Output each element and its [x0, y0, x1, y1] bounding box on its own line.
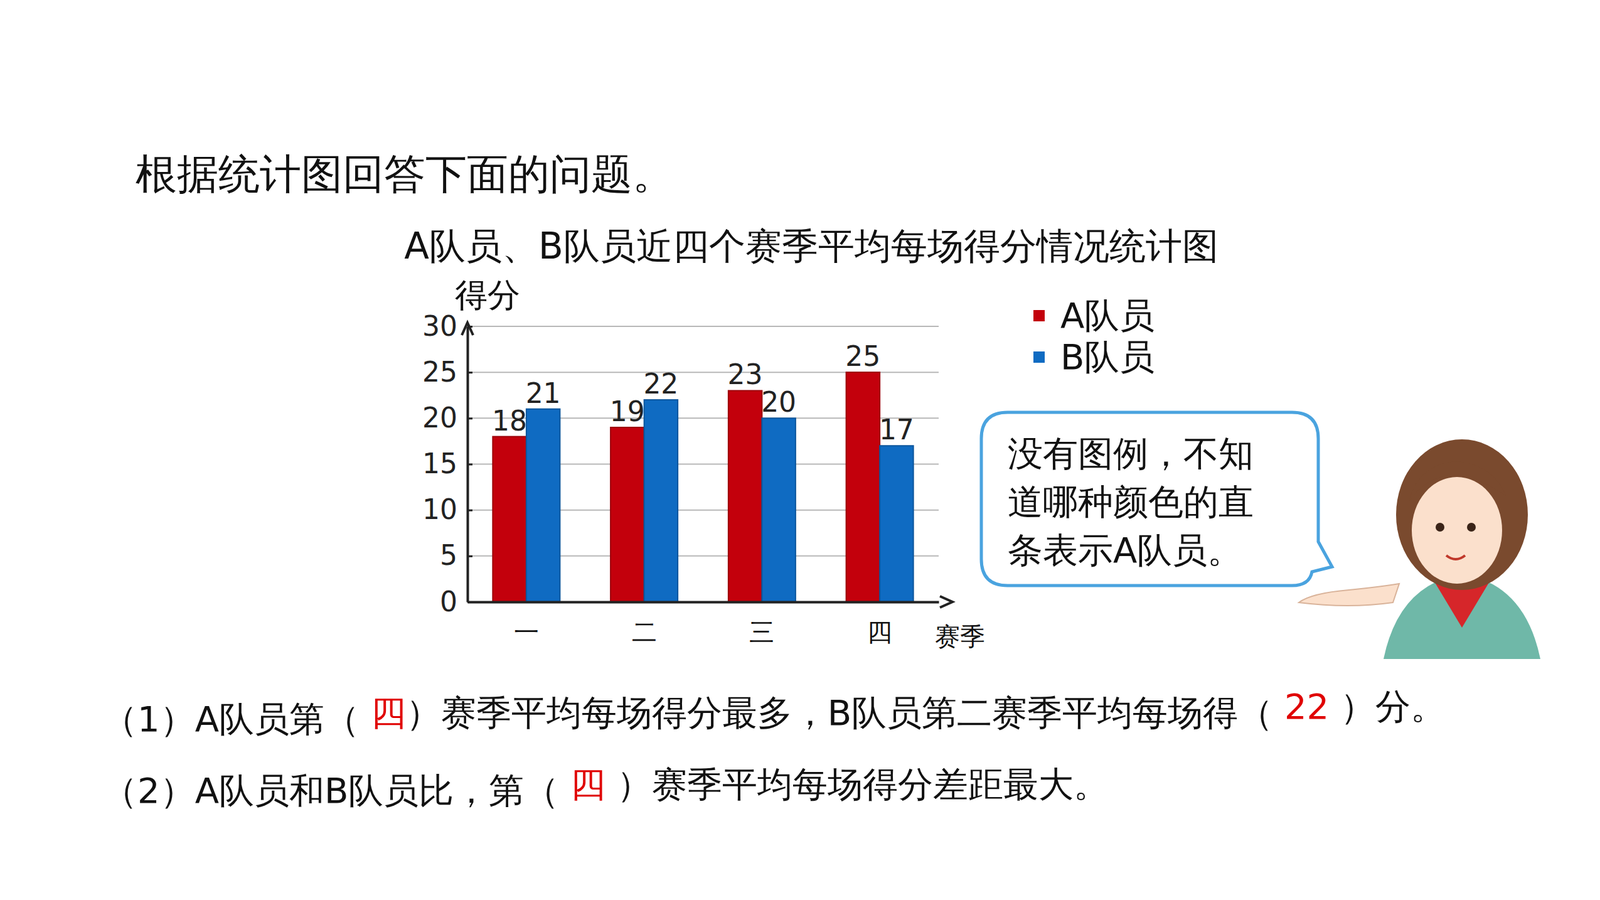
- answer: 22: [1284, 685, 1329, 727]
- tick-label: 15: [422, 447, 458, 480]
- question-text: ）分。: [1328, 685, 1446, 727]
- chart-title: A队员、B队员近四个赛季平均每场得分情况统计图: [404, 224, 1218, 268]
- data-label: 19: [609, 395, 646, 428]
- tick-mark: [467, 463, 473, 466]
- data-label: 22: [643, 367, 679, 400]
- heading: 根据统计图回答下面的问题。: [135, 149, 674, 199]
- tick-mark: [467, 555, 473, 558]
- axis-line: [468, 601, 940, 604]
- bar: [644, 399, 679, 602]
- legend: A队员B队员: [1033, 294, 1155, 378]
- y-tick: 15: [422, 447, 473, 480]
- y-axis-title: 得分: [454, 276, 521, 314]
- bar: [492, 436, 527, 602]
- tick-label: 四: [867, 617, 893, 647]
- data-label: 17: [879, 413, 915, 446]
- question: （1）A队员第（ 四）赛季平均每场得分最多，B队员第二赛季平均每场得（ 22 ）…: [102, 685, 1446, 740]
- tick-mark: [467, 371, 473, 374]
- question-text: （1）A队员第（: [102, 698, 371, 740]
- question-text: ）赛季平均每场得分最多，B队员第二赛季平均每场得（: [405, 692, 1285, 733]
- tick-label: 0: [439, 585, 458, 618]
- girl-face: [1411, 476, 1503, 584]
- tick-label: 25: [422, 355, 458, 388]
- grid-line: [467, 325, 939, 327]
- tick-label: 10: [422, 493, 458, 526]
- y-tick: 5: [439, 538, 473, 571]
- tick-label: 20: [422, 401, 458, 434]
- data-label: 25: [845, 340, 881, 373]
- page: 根据统计图回答下面的问题。 A队员、B队员近四个赛季平均每场得分情况统计图 18 19…: [0, 0, 1600, 900]
- y-axis: 0 5 10 15 20 25 30: [422, 309, 473, 618]
- girl-illustration: [1298, 439, 1541, 659]
- y-tick: 0: [439, 585, 473, 618]
- bubble-line: 没有图例，不知: [1007, 432, 1254, 474]
- question-text: （2）A队员和B队员比，第（: [102, 769, 571, 811]
- legend-swatch: [1033, 309, 1045, 322]
- x-axis-title: 赛季: [934, 621, 986, 651]
- questions: （1）A队员第（ 四）赛季平均每场得分最多，B队员第二赛季平均每场得（ 22 ）…: [102, 685, 1446, 811]
- question: （2）A队员和B队员比，第（ 四 ）赛季平均每场得分差距最大。: [102, 763, 1109, 811]
- bar: [728, 390, 763, 602]
- bar: [846, 372, 881, 602]
- data-label: 21: [525, 377, 561, 410]
- data-label: 20: [761, 385, 797, 418]
- tick-mark: [467, 509, 473, 512]
- legend-label: B队员: [1060, 336, 1155, 378]
- legend-label: A队员: [1060, 294, 1155, 336]
- y-tick: 25: [422, 355, 473, 388]
- data-label: 23: [727, 358, 763, 391]
- bar: [610, 427, 645, 602]
- y-tick: 30: [422, 309, 473, 342]
- girl-eye: [1435, 522, 1445, 532]
- grid-line: [467, 601, 939, 603]
- legend-swatch: [1033, 351, 1045, 363]
- girl-mouth: [1446, 555, 1466, 560]
- tick-label: 三: [749, 617, 775, 647]
- bubble-line: 条表示A队员。: [1007, 529, 1243, 571]
- tick-label: 5: [439, 538, 458, 571]
- data-label: 18: [491, 404, 528, 437]
- axis-arrow: [461, 322, 474, 336]
- x-tick: 一: [513, 601, 539, 647]
- speech-bubble: 没有图例，不知道哪种颜色的直条表示A队员。: [981, 412, 1333, 586]
- tick-label: 二: [631, 617, 657, 647]
- bubble-line: 道哪种颜色的直: [1007, 481, 1254, 523]
- question-text: ）赛季平均每场得分差距最大。: [605, 763, 1109, 805]
- girl-hand: [1298, 583, 1400, 606]
- tick-mark: [467, 417, 473, 420]
- girl-hair: [1396, 439, 1528, 590]
- background: [0, 0, 1600, 900]
- bubble-shape: [981, 412, 1333, 586]
- answer: 四: [370, 692, 406, 733]
- tick-label: 一: [513, 617, 539, 647]
- axis-arrow: [939, 596, 953, 608]
- bar: [526, 409, 561, 602]
- x-tick: 四: [867, 601, 893, 647]
- data-labels: 18 19 23 25 21 22 20 17: [491, 340, 915, 446]
- girl-bangs: [1408, 461, 1506, 502]
- bars: [492, 372, 913, 602]
- y-tick: 10: [422, 493, 473, 526]
- grid: [467, 326, 939, 602]
- y-tick: 20: [422, 401, 473, 434]
- bar: [879, 445, 914, 602]
- bar: [761, 417, 796, 602]
- girl-eye: [1466, 522, 1476, 532]
- tick-label: 30: [422, 309, 458, 342]
- answer: 四: [570, 763, 606, 805]
- x-axis: 一二三四: [468, 601, 940, 647]
- x-tick: 三: [749, 601, 775, 647]
- x-tick: 二: [631, 601, 657, 647]
